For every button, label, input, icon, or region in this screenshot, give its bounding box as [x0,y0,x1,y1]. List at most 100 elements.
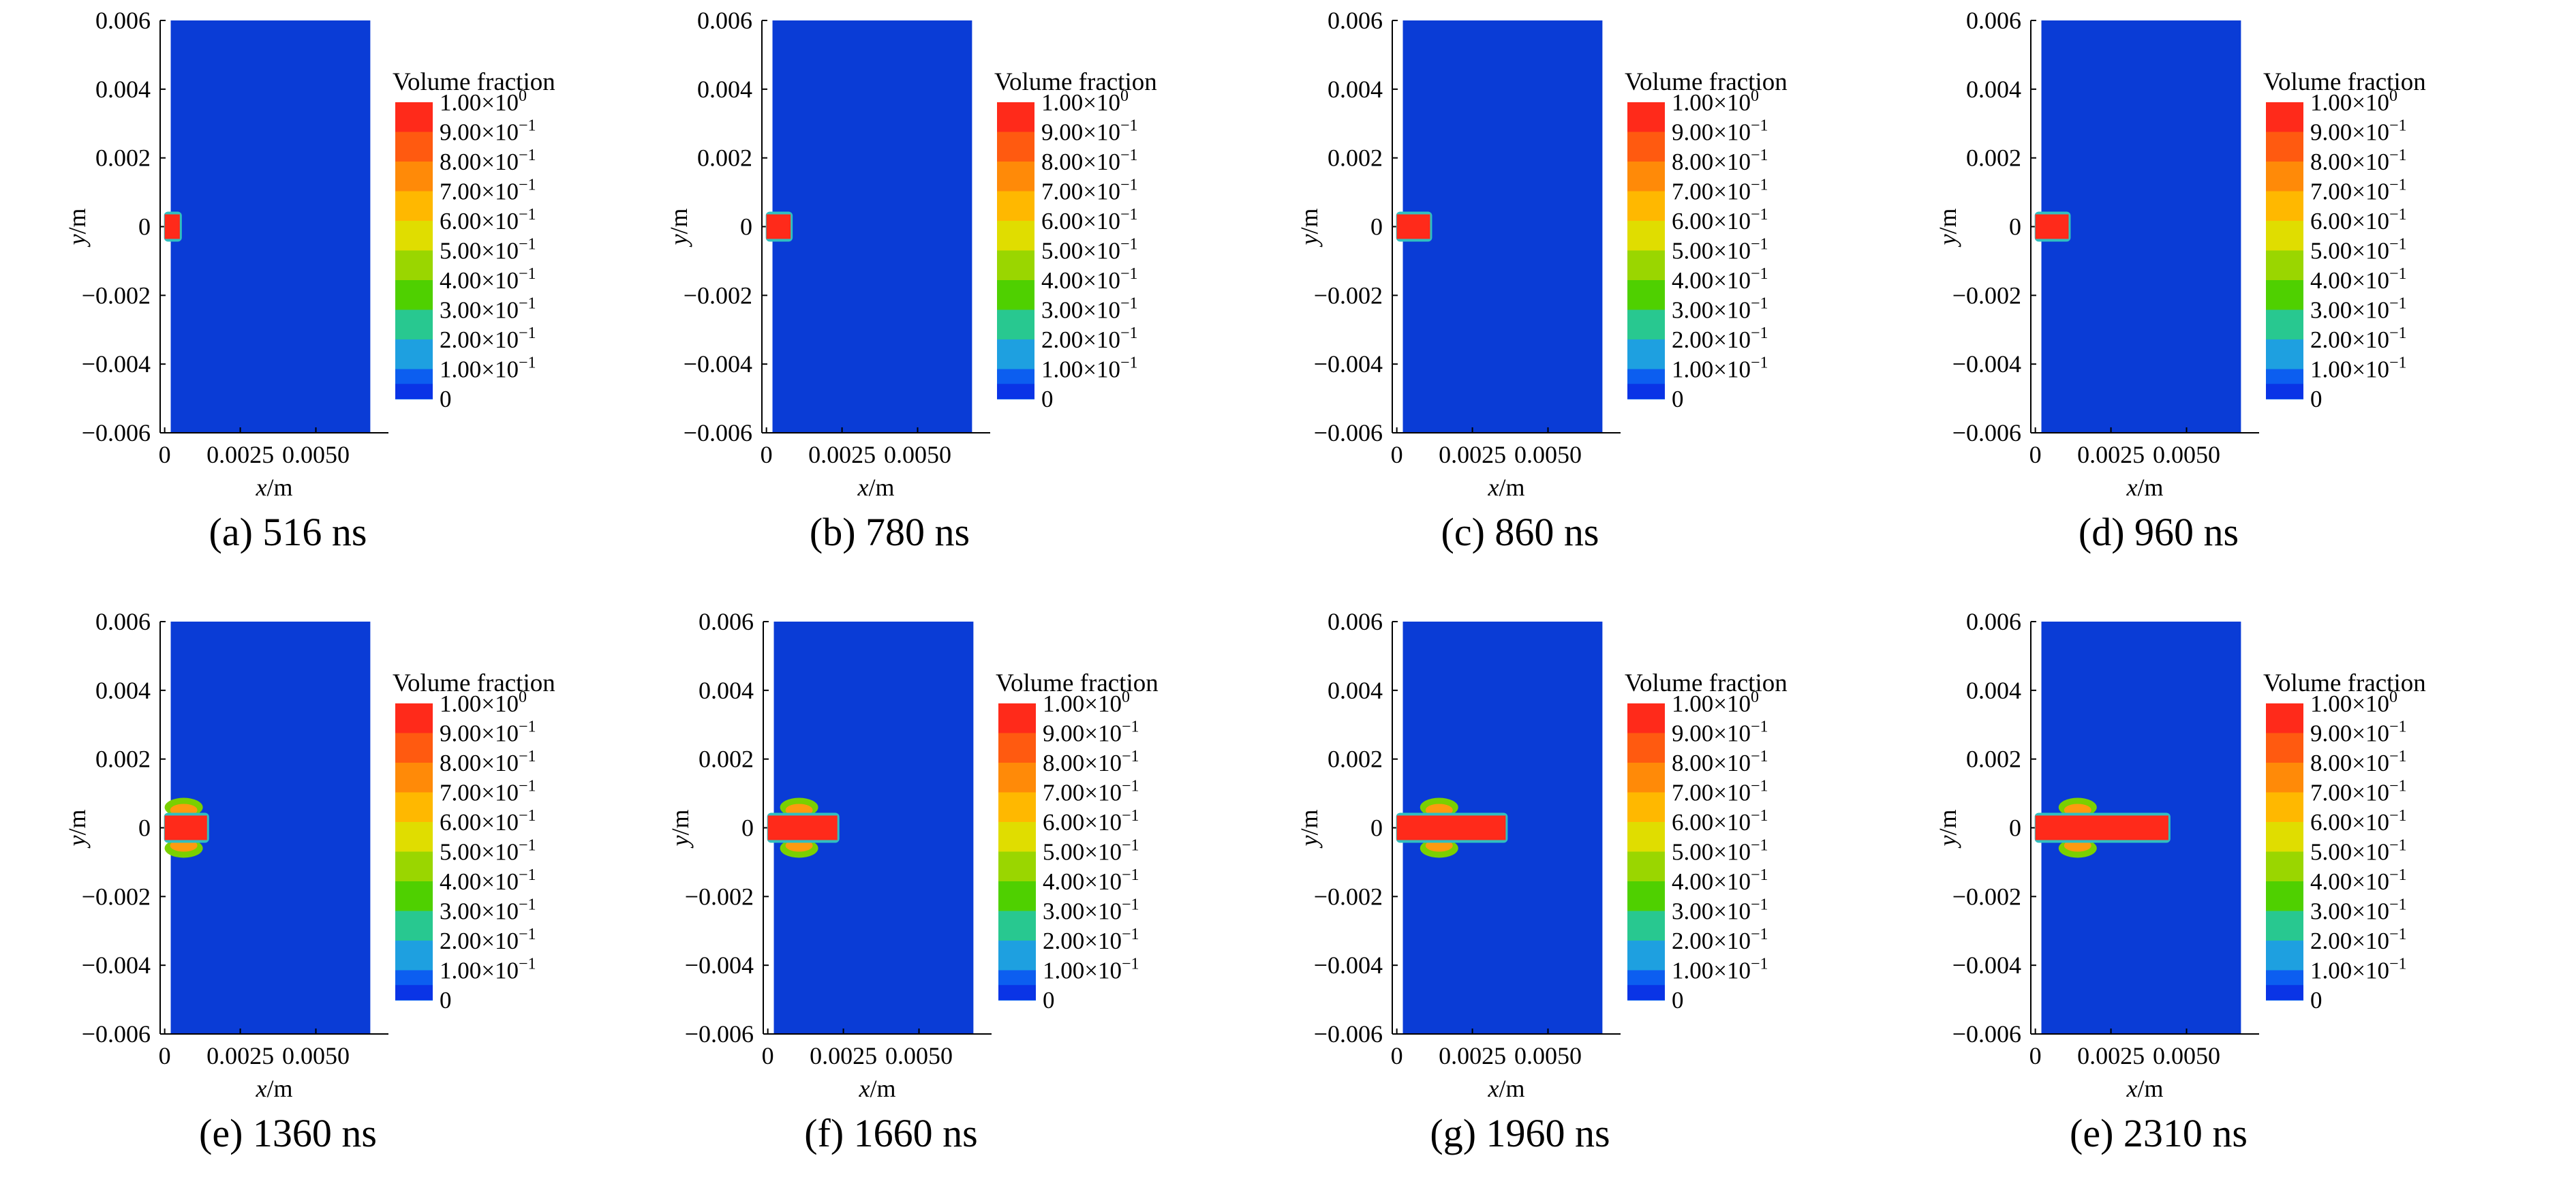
colorbar-label: 7.00×10−1 [1043,778,1139,806]
colorbar: Volume fraction1.00×1009.00×10−18.00×10−… [994,68,1157,412]
y-axis-label-unit: /m [1295,810,1323,836]
colorbar-band [997,250,1034,281]
jet-plume [164,211,182,242]
colorbar-label-mantissa: 2.00×10 [1041,326,1120,353]
colorbar-label-exponent: −1 [519,206,536,224]
colorbar-band [395,250,433,281]
colorbar-label-mantissa: 7.00×10 [2310,179,2389,205]
colorbar-label-mantissa: 1.00×10 [1672,89,1751,116]
x-tick-label: 0 [1391,441,1403,468]
colorbar-label-exponent: −1 [519,147,536,164]
panel-content: 0.006 0.004 0.002 0 −0.002 −0.004 −0.006 0 0.002… [1295,608,1788,1155]
colorbar-label: 0 [440,386,452,412]
colorbar-band [1627,822,1665,853]
colorbar-label-exponent: −1 [519,778,536,795]
panel-caption: (a) 516 ns [209,510,367,554]
x-axis-label: x/m [859,1075,896,1102]
colorbar-label-mantissa: 1.00×10 [2310,958,2389,984]
colorbar-label: 3.00×10−1 [1043,896,1139,925]
colorbar-label-mantissa: 4.00×10 [1672,868,1751,895]
colorbar-label-mantissa: 1.00×10 [1672,356,1751,383]
colorbar-label-exponent: −1 [2389,236,2407,254]
colorbar-label-exponent: −1 [2389,896,2407,914]
y-tick-label: −0.006 [1314,1020,1383,1048]
x-tick-label: 0 [762,1042,774,1069]
colorbar-label-mantissa: 8.00×10 [2310,149,2389,175]
colorbar-band [2266,881,2303,912]
colorbar-label: 0 [1041,386,1054,412]
colorbar-label-exponent: −1 [519,117,536,135]
colorbar-band [395,792,433,823]
y-axis-label-var: y [1934,234,1961,247]
colorbar-label-exponent: −1 [1120,265,1138,283]
colorbar-title: Volume fraction [2263,68,2426,96]
x-axis-label: x/m [2126,474,2164,501]
y-tick-label: −0.002 [1314,883,1383,910]
colorbar-label-exponent: −1 [1120,324,1138,342]
colorbar-label-exponent: −1 [2389,748,2407,765]
y-axis-label: y/m [1295,209,1323,247]
x-tick-label: 0 [159,1042,171,1069]
colorbar-band [997,384,1034,399]
colorbar-label: 3.00×10−1 [1672,295,1768,324]
jet-plume [1396,797,1508,858]
panel-content: 0.006 0.004 0.002 0 −0.002 −0.004 −0.006 0 0.002… [63,7,555,554]
colorbar-band [2266,309,2303,340]
y-tick-label: 0 [740,213,752,241]
y-axis-label: y/m [665,209,692,247]
y-tick-label: −0.004 [1314,350,1383,378]
panel-svg: 0.006 0.004 0.002 0 −0.002 −0.004 −0.006 0 0.002… [63,7,555,554]
colorbar-label-mantissa: 4.00×10 [440,267,519,294]
x-axis-label-var: x [2126,1075,2138,1102]
colorbar-label: 5.00×10−1 [1043,837,1139,866]
colorbar-band [2266,822,2303,853]
y-tick-label: −0.006 [82,419,151,446]
colorbar-label-mantissa: 6.00×10 [2310,809,2389,836]
colorbar-band [395,191,433,222]
y-tick-label: 0 [741,814,754,842]
colorbar-band [395,985,433,1000]
colorbar-band [395,703,433,734]
colorbar-band [1627,339,1665,370]
y-tick-label: 0 [1370,814,1383,842]
colorbar-title: Volume fraction [2263,669,2426,697]
colorbar-label-exponent: −1 [1751,866,1768,884]
x-tick-label: 0 [2029,1042,2042,1069]
colorbar-band [395,763,433,793]
panel-caption: (f) 1660 ns [804,1111,978,1155]
colorbar-label: 1.00×100 [440,688,527,717]
x-tick-label: 0.0050 [2153,1042,2220,1069]
colorbar-label-exponent: −1 [1751,748,1768,765]
colorbar-label-mantissa: 6.00×10 [2310,208,2389,234]
colorbar-label-exponent: −1 [519,265,536,283]
panel-caption: (e) 2310 ns [2070,1111,2248,1155]
colorbar-label-mantissa: 9.00×10 [440,720,519,747]
y-axis-label-unit: /m [63,209,91,234]
x-tick-label: 0.0025 [2077,1042,2145,1069]
colorbar-label-mantissa: 1.00×10 [1672,958,1751,984]
x-axis-label-var: x [1488,1075,1499,1102]
colorbar-band [1627,881,1665,912]
colorbar-label-exponent: −1 [1122,896,1139,914]
colorbar-label-mantissa: 6.00×10 [440,809,519,836]
panel-content: 0.006 0.004 0.002 0 −0.002 −0.004 −0.006 0 0.002… [1934,608,2426,1155]
colorbar-label-exponent: −1 [1122,778,1139,795]
colorbar-label: 4.00×10−1 [2310,265,2407,294]
colorbar-label-mantissa: 7.00×10 [1043,780,1122,806]
colorbar-label-mantissa: 3.00×10 [1672,297,1751,324]
x-tick-label: 0.0050 [282,441,350,468]
panel-svg: 0.006 0.004 0.002 0 −0.002 −0.004 −0.006 0 0.002… [666,608,1159,1155]
x-tick-label: 0.0050 [884,441,951,468]
y-tick-label: −0.004 [82,350,151,378]
colorbar-label-mantissa: 3.00×10 [2310,898,2389,925]
colorbar-label-exponent: 0 [1751,87,1759,105]
colorbar-label-exponent: −1 [1120,295,1138,313]
y-tick-label: −0.004 [82,951,151,979]
colorbar-band [1627,985,1665,1000]
colorbar-label-exponent: −1 [519,956,536,973]
colorbar-title: Volume fraction [393,68,555,96]
x-tick-label: 0.0050 [2153,441,2220,468]
colorbar-label-exponent: −1 [1751,807,1768,825]
colorbar-band [2266,763,2303,793]
x-tick-label: 0.0025 [2077,441,2145,468]
